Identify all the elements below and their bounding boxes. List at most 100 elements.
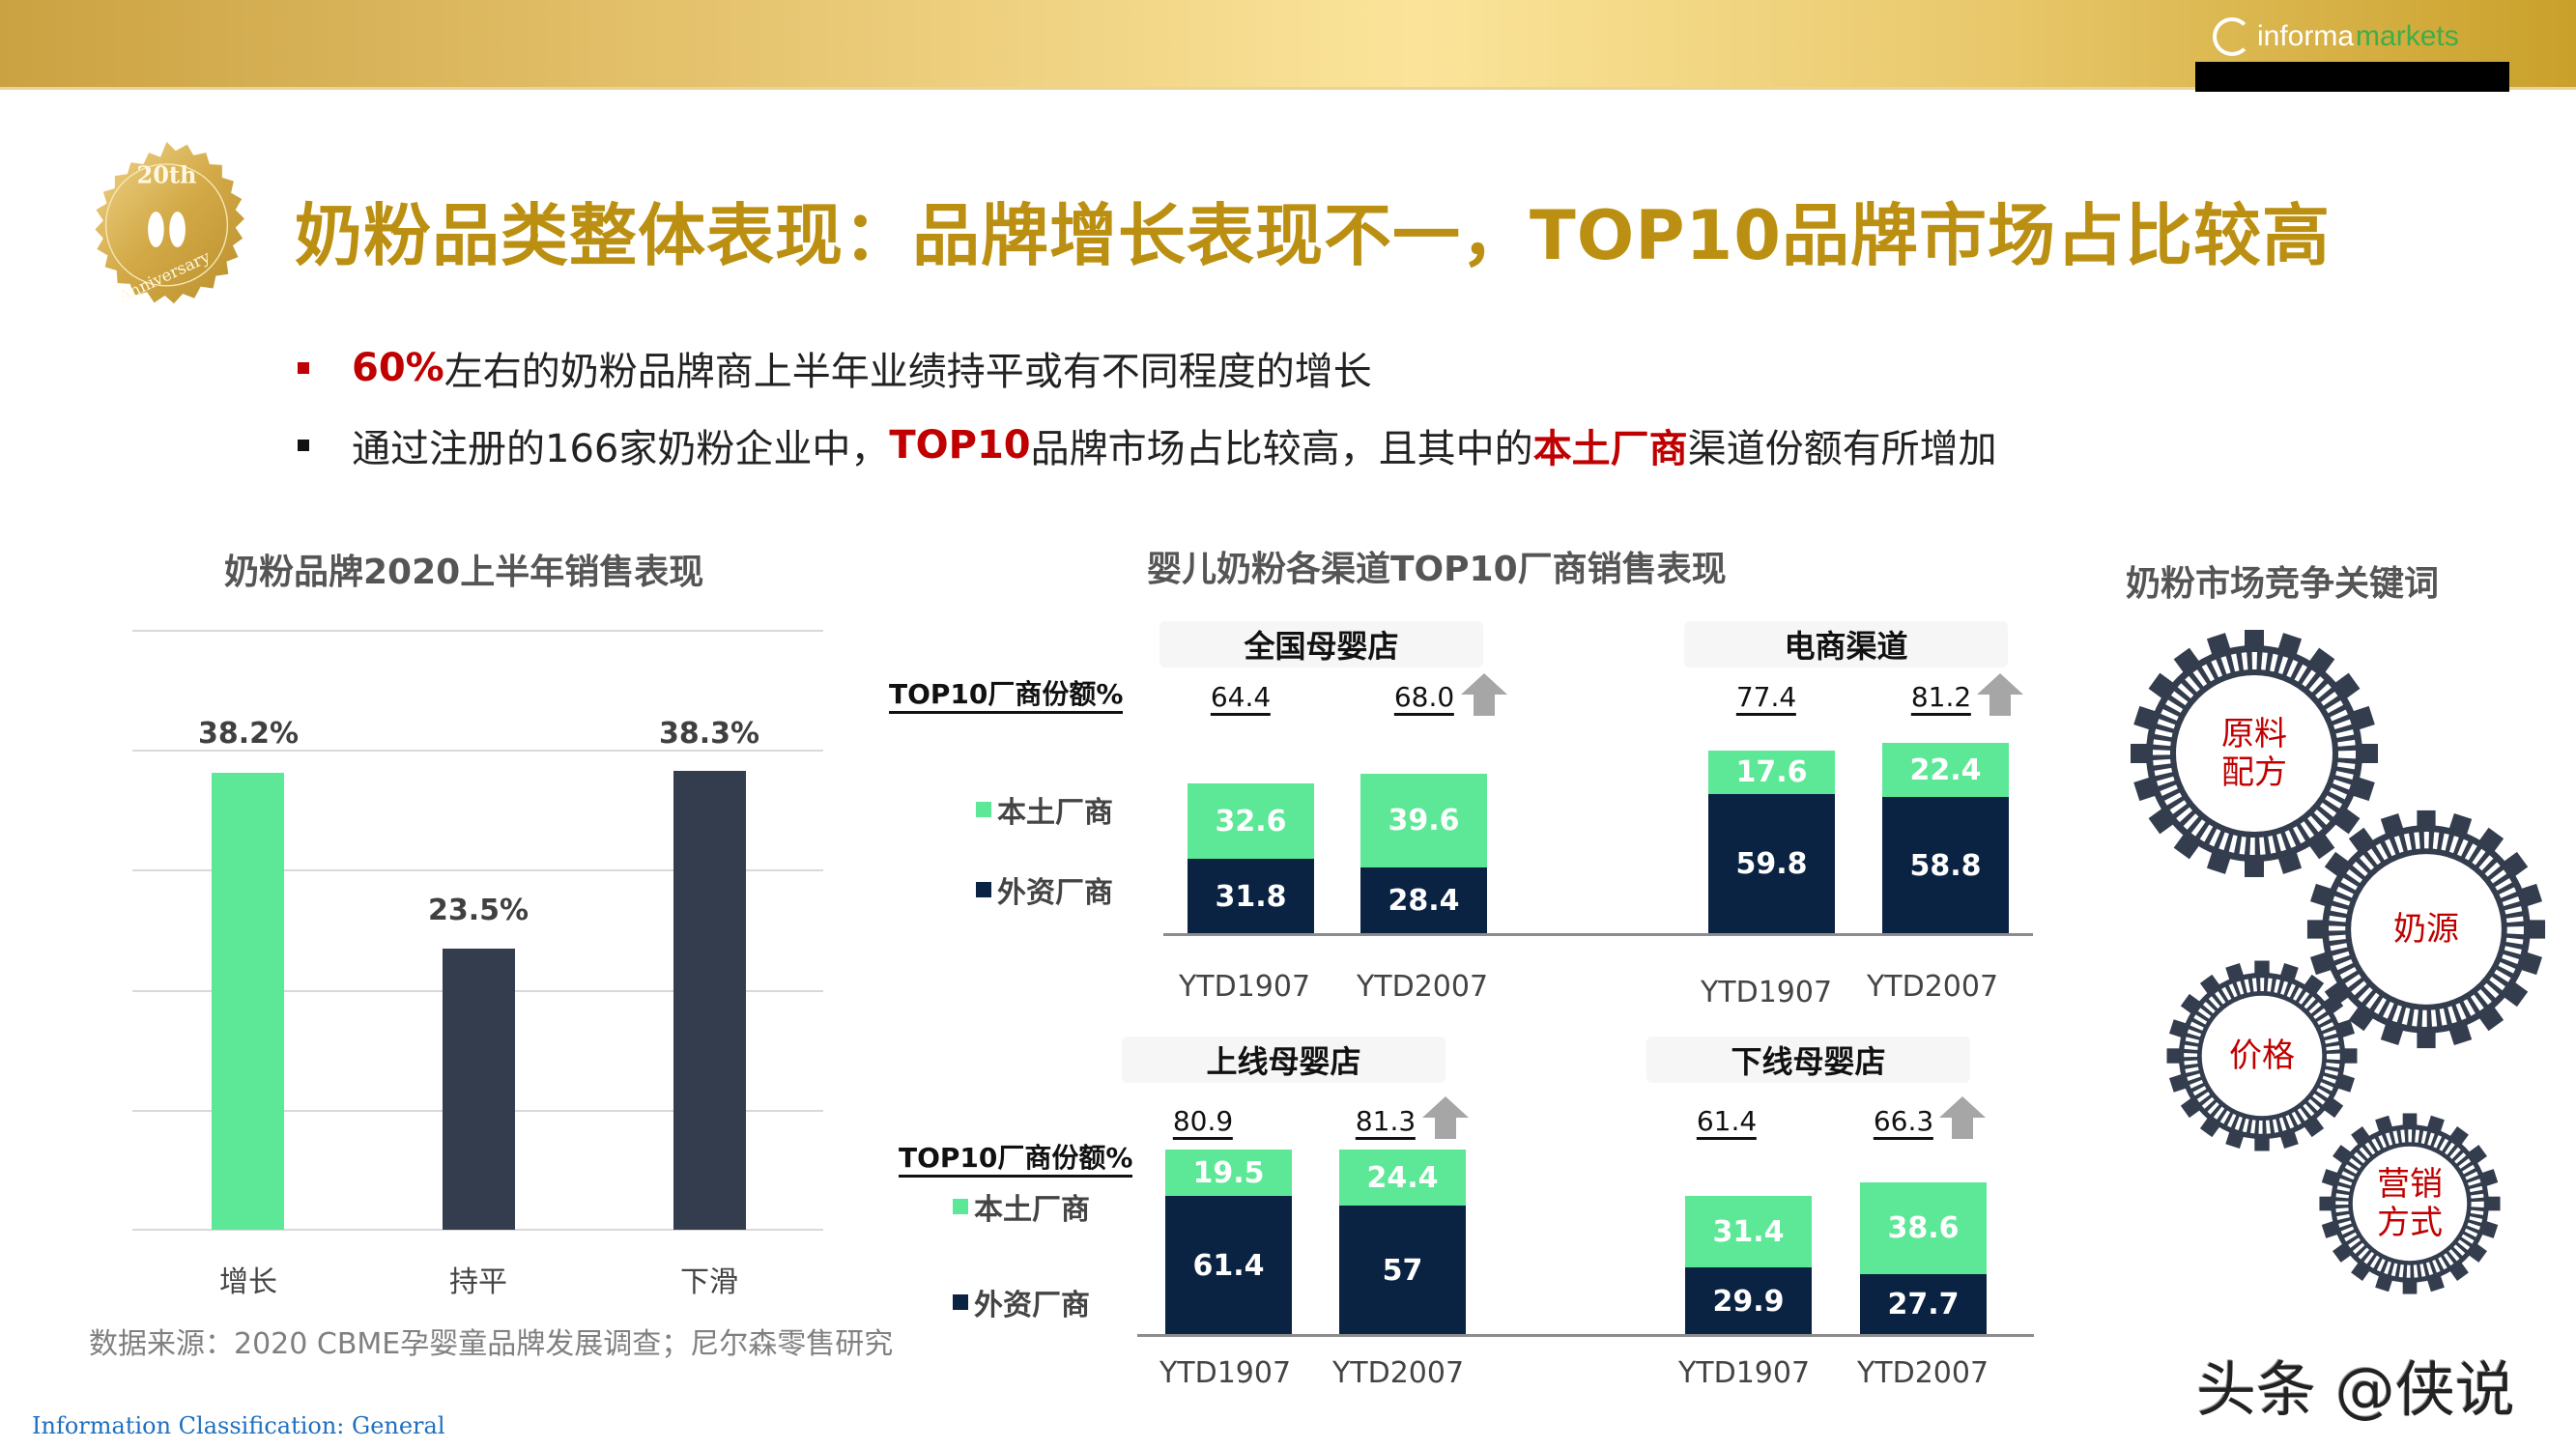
keyword-line: 方式 [2377,1204,2443,1242]
stacked-bar: 32.6 31.8 [1188,783,1314,934]
segment-foreign: 61.4 [1165,1196,1292,1335]
legend-swatch-navy [953,1294,968,1310]
stacked-bar: 39.6 28.4 [1360,774,1487,934]
bullet-2-text-post: 渠道份额有所增加 [1687,427,1997,471]
stacked-bar: 24.4 57 [1339,1150,1466,1335]
value-label: 38.2% [197,717,300,751]
bullet-2-text-mid: 品牌市场占比较高，且其中的 [1030,427,1533,471]
keyword-line: 奶源 [2393,910,2459,949]
bar-flat [443,949,515,1230]
legend-foreign: 外资厂商 [976,868,1113,911]
bullet-1: 60% 左右的奶粉品牌商上半年业绩持平或有不同程度的增长 [298,340,1372,396]
segment-local: 17.6 [1708,751,1835,794]
legend-swatch-green [976,802,991,817]
x-label: YTD1907 [1178,970,1311,1004]
bar-growth [212,773,284,1230]
informa-markets-logo: informa markets [2213,17,2459,56]
segment-local: 22.4 [1882,743,2009,797]
top-banner [0,0,2576,90]
legend-label: 外资厂商 [997,876,1113,910]
segment-local: 24.4 [1339,1150,1466,1206]
keyword-line: 原料 [2221,715,2287,753]
gear-icon [2319,1113,2501,1294]
gridline [132,869,823,871]
left-chart-title: 奶粉品牌2020上半年销售表现 [224,553,704,592]
x-label: YTD1907 [1677,1356,1811,1390]
gear-icon [2166,960,2358,1151]
x-label: YTD2007 [1856,1356,1989,1390]
keywords-title: 奶粉市场竞争关键词 [2126,564,2440,604]
axis-baseline [1163,933,2033,936]
svg-text:20th: 20th [136,160,196,188]
segment-foreign: 27.7 [1860,1274,1987,1335]
total-value: 64.4 [1210,682,1272,716]
logo-ring-icon [2213,17,2251,56]
total-value: 68.0 [1393,682,1455,716]
keyword-line: 配方 [2221,753,2287,792]
panel-header-national: 全国母婴店 [1159,621,1483,668]
page-title: 奶粉品类整体表现：品牌增长表现不一，TOP10品牌市场占比较高 [295,196,2331,275]
stacked-bar: 19.5 61.4 [1165,1150,1292,1335]
x-label: 持平 [449,1265,507,1299]
segment-foreign: 57 [1339,1206,1466,1335]
bullet-1-text: 左右的奶粉品牌商上半年业绩持平或有不同程度的增长 [444,350,1372,394]
segment-foreign: 59.8 [1708,794,1835,934]
segment-foreign: 29.9 [1685,1267,1812,1335]
total-value: 61.4 [1696,1106,1758,1140]
axis-baseline [1137,1334,2034,1337]
legend-label: 本土厂商 [997,796,1113,830]
panel-header-lower-tier: 下线母婴店 [1646,1037,1970,1083]
gear-icon [2131,630,2378,877]
keyword-raw-material: 原料 配方 [2221,715,2287,792]
bullet-2-highlight-top10: TOP10 [889,423,1031,468]
bar-decline [673,771,746,1230]
legend-label: 外资厂商 [974,1289,1090,1322]
bullet-1-highlight: 60% [352,346,444,390]
value-label: 23.5% [427,894,530,927]
info-classification: Information Classification: General [32,1412,445,1439]
segment-local: 32.6 [1188,783,1314,859]
stacked-bar: 17.6 59.8 [1708,751,1835,934]
logo-text-markets: markets [2356,20,2459,52]
gridline [132,630,823,632]
total-value: 81.3 [1355,1106,1417,1140]
total-value: 80.9 [1172,1106,1234,1140]
anniversary-medal-icon: 20th Anniversary [95,141,244,306]
bullet-marker-icon [298,362,309,374]
data-source-note: 数据来源：2020 CBME孕婴童品牌发展调查；尼尔森零售研究 [89,1327,894,1361]
segment-local: 39.6 [1360,774,1487,867]
top10-share-label: TOP10厂商份额% [899,1142,1133,1178]
keyword-milk-source: 奶源 [2393,910,2459,949]
keyword-price: 价格 [2229,1037,2295,1075]
legend-local: 本土厂商 [976,788,1113,831]
keyword-line: 价格 [2229,1037,2295,1075]
x-label: YTD1907 [1159,1356,1292,1390]
x-label: 下滑 [680,1265,738,1299]
top10-share-label: TOP10厂商份额% [889,678,1124,714]
stacked-bar: 38.6 27.7 [1860,1182,1987,1335]
bullet-marker-icon [298,440,309,451]
legend-swatch-green [953,1199,968,1214]
value-label: 38.3% [658,717,760,751]
segment-local: 19.5 [1165,1150,1292,1196]
total-value: 66.3 [1873,1106,1934,1140]
bullet-2: 通过注册的166家奶粉企业中， TOP10 品牌市场占比较高，且其中的 本土厂商… [298,417,1997,473]
keyword-line: 营销 [2377,1165,2443,1204]
segment-foreign: 28.4 [1360,867,1487,934]
legend-foreign: 外资厂商 [953,1281,1090,1323]
total-value: 77.4 [1735,682,1797,716]
x-label: YTD2007 [1331,1356,1465,1390]
x-label: 增长 [219,1265,277,1299]
segment-foreign: 58.8 [1882,797,2009,934]
x-label: YTD2007 [1866,970,1999,1004]
bullet-2-text-pre: 通过注册的166家奶粉企业中， [352,427,890,471]
watermark: 头条 @侠说 [2196,1354,2515,1425]
segment-local: 38.6 [1860,1182,1987,1274]
legend-local: 本土厂商 [953,1185,1090,1228]
redaction-box [2195,62,2509,92]
stacked-bar: 31.4 29.9 [1685,1196,1812,1335]
axis-baseline [132,1229,823,1231]
keyword-marketing: 营销 方式 [2377,1165,2443,1242]
panel-header-ecommerce: 电商渠道 [1684,621,2008,668]
x-label: YTD1907 [1700,976,1833,1009]
